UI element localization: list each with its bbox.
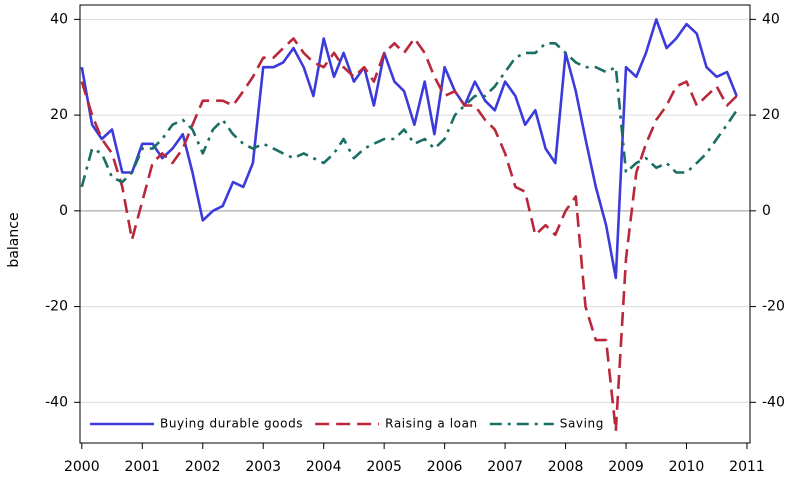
series-line [80, 18, 738, 280]
x-tick-label: 2004 [306, 459, 342, 475]
series-line [80, 37, 738, 433]
y-tick-label: 0 [59, 203, 68, 219]
x-tick-label: 2009 [608, 459, 644, 475]
x-tick-label: 2005 [366, 459, 402, 475]
y-tick-label: -20 [45, 299, 68, 315]
legend-label: Raising a loan [385, 417, 478, 431]
y2-tick-label: 0 [762, 203, 771, 219]
x-tick-label: 2011 [729, 459, 765, 475]
x-tick-label: 2008 [548, 459, 584, 475]
plot-frame [79, 4, 751, 444]
series-line [80, 42, 738, 188]
legend-label: Buying durable goods [160, 417, 303, 431]
y2-tick-label: -20 [762, 299, 785, 315]
y2-tick-label: 20 [762, 107, 780, 123]
y-tick-label: -40 [45, 394, 68, 410]
y-tick-label: 40 [50, 11, 68, 27]
x-tick-label: 2003 [245, 459, 281, 475]
legend-label: Saving [560, 417, 604, 431]
x-tick-label: 2010 [669, 459, 705, 475]
legend: Buying durable goods Raising a loan Saving [90, 417, 604, 431]
y-axis-label: balance [6, 212, 22, 267]
x-tick-label: 2007 [487, 459, 523, 475]
y2-tick-label: -40 [762, 394, 785, 410]
y2-tick-label: 40 [762, 11, 780, 27]
x-tick-label: 2000 [64, 459, 100, 475]
x-tick-label: 2006 [427, 459, 463, 475]
x-tick-label: 2001 [124, 459, 160, 475]
x-tick-label: 2002 [185, 459, 221, 475]
y-tick-label: 20 [50, 107, 68, 123]
